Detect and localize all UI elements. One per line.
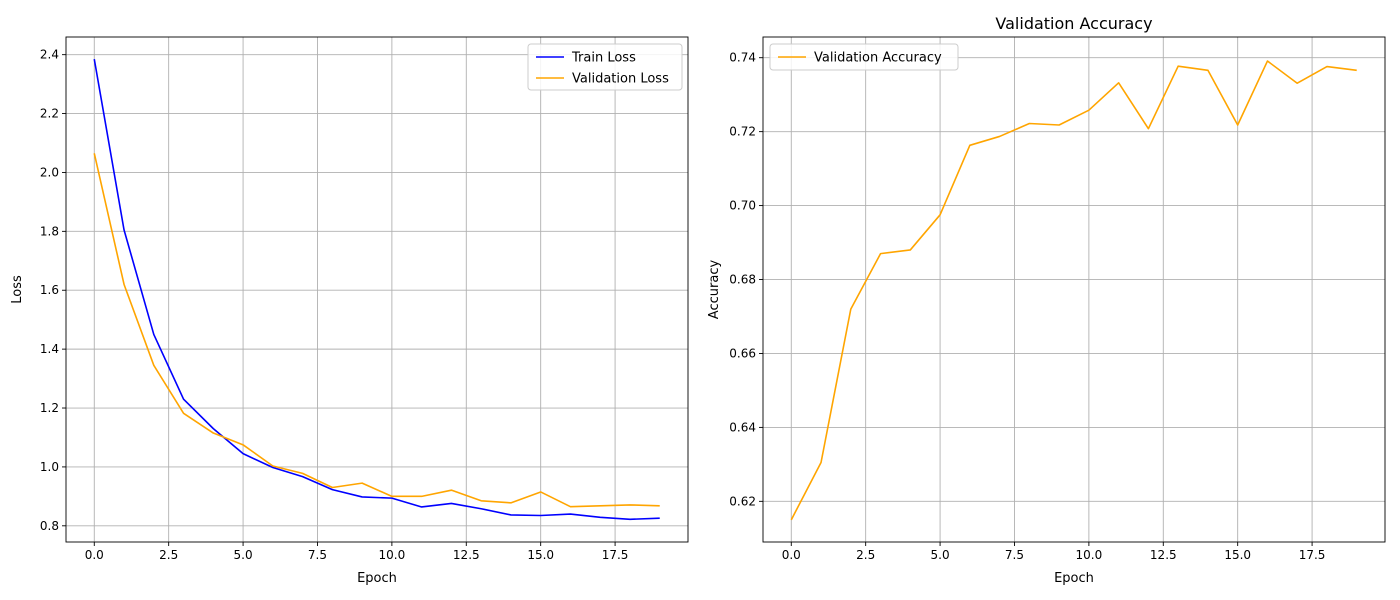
chart-title: Validation Accuracy	[995, 14, 1152, 33]
series-line-validation-loss	[93, 153, 660, 508]
y-tick-label: 2.2	[40, 107, 59, 121]
x-tick-label: 15.0	[527, 548, 554, 562]
x-tick-label: 17.5	[602, 548, 629, 562]
series-line-validation-accuracy	[790, 60, 1357, 521]
y-tick-label: 2.4	[40, 48, 59, 62]
x-tick-label: 0.0	[85, 548, 104, 562]
series-line-train-loss	[93, 58, 660, 521]
x-tick-label: 12.5	[1150, 548, 1177, 562]
loss-chart: 0.0 2.5 5.0 7.5 10.0 12.5 15.0 17.5 0.8 1.0 1.2 1.4…	[10, 36, 689, 586]
legend-box	[769, 43, 959, 71]
accuracy-chart: 0.0 2.5 5.0 7.5 10.0 12.5 15.0 17.5 0.62 0.64 0.66…	[707, 14, 1386, 586]
y-tick-label: 1.4	[40, 342, 59, 356]
y-tick-label: 1.8	[40, 224, 59, 238]
y-tick-label: 2.0	[40, 165, 59, 179]
legend-box	[527, 43, 683, 91]
legend-label: Validation Loss	[572, 72, 669, 87]
y-tick-label: 0.72	[729, 125, 756, 139]
plot-frame	[762, 36, 1386, 543]
y-axis-label: Loss	[10, 275, 25, 304]
x-tick-label: 5.0	[234, 548, 253, 562]
x-tick-label: 5.0	[931, 548, 950, 562]
y-tick-label: 1.2	[40, 401, 59, 415]
x-tick-label: 10.0	[379, 548, 406, 562]
x-tick-label: 17.5	[1299, 548, 1326, 562]
y-tick-label: 0.64	[729, 420, 756, 434]
x-tick-label: 2.5	[856, 548, 875, 562]
x-tick-label: 0.0	[782, 548, 801, 562]
x-tick-label: 12.5	[453, 548, 480, 562]
x-axis-label: Epoch	[1054, 571, 1094, 586]
y-tick-label: 0.62	[729, 494, 756, 508]
x-tick-label: 2.5	[159, 548, 178, 562]
y-tick-label: 0.74	[729, 51, 756, 65]
x-tick-label: 10.0	[1076, 548, 1103, 562]
y-axis-label: Accuracy	[707, 260, 722, 320]
y-tick-label: 1.0	[40, 460, 59, 474]
y-tick-label: 1.6	[40, 283, 59, 297]
y-tick-label: 0.70	[729, 199, 756, 213]
legend-label: Train Loss	[571, 51, 636, 66]
y-tick-label: 0.8	[40, 519, 59, 533]
x-tick-label: 7.5	[1005, 548, 1024, 562]
y-tick-label: 0.66	[729, 346, 756, 360]
plot-frame	[65, 36, 689, 543]
y-tick-label: 0.68	[729, 273, 756, 287]
x-tick-label: 7.5	[308, 548, 327, 562]
x-axis-label: Epoch	[357, 571, 397, 586]
x-tick-label: 15.0	[1224, 548, 1251, 562]
legend-label: Validation Accuracy	[814, 51, 942, 66]
